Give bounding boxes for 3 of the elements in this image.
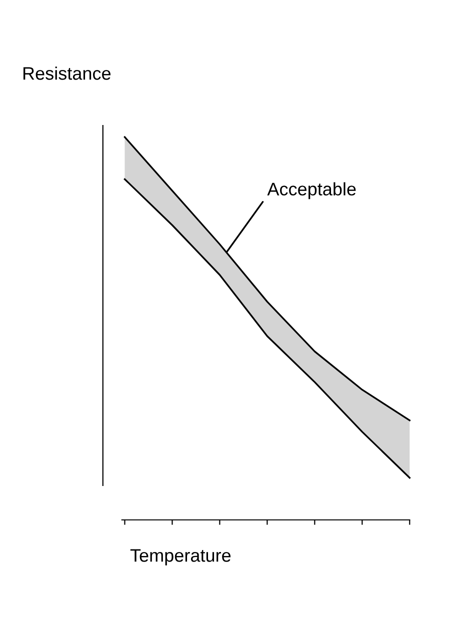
y-axis-title: Resistance: [23, 66, 111, 80]
annotation: Acceptable: [267, 182, 356, 200]
x-axis-title: Temperature: [130, 549, 231, 566]
